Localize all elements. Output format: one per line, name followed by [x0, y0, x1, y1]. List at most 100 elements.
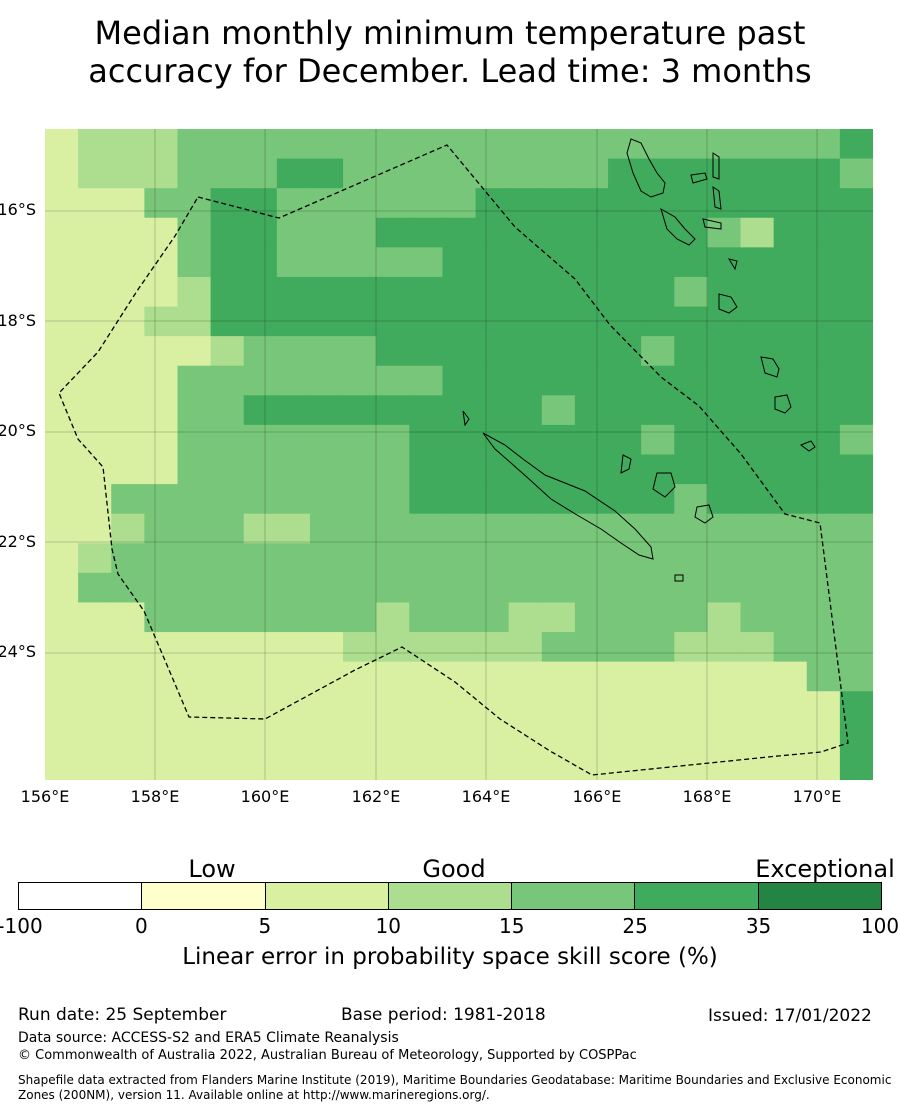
grid-cell: [144, 395, 179, 426]
grid-cell: [740, 691, 775, 722]
grid-cell: [839, 572, 873, 604]
grid-cell: [309, 247, 344, 278]
grid-cell: [541, 720, 576, 752]
grid-cell: [309, 484, 344, 515]
grid-cell: [475, 424, 510, 456]
grid-cell: [707, 336, 742, 367]
grid-cell: [806, 513, 841, 544]
grid-cell: [475, 632, 510, 663]
grid-cell: [343, 572, 377, 604]
grid-cell: [839, 336, 873, 367]
grid-cell: [243, 632, 278, 663]
grid-cell: [442, 129, 477, 160]
colorbar-segment: [635, 883, 759, 909]
efate-island: [718, 293, 738, 314]
grid-cell: [177, 484, 212, 515]
grid-cell: [177, 454, 212, 485]
grid-cell: [309, 306, 344, 337]
grid-cell: [740, 484, 775, 515]
grid-cell: [608, 543, 642, 574]
ambrym-island: [690, 172, 708, 184]
grid-cell: [839, 395, 873, 426]
grid-cell: [309, 543, 344, 574]
grid-cell: [541, 454, 576, 485]
grid-cell: [210, 750, 245, 780]
grid-cell: [475, 661, 510, 692]
grid-cell: [806, 720, 841, 752]
grid-cell: [45, 602, 79, 633]
grid-cell: [773, 276, 808, 308]
grid-cell: [243, 276, 278, 308]
grid-cell: [78, 129, 112, 160]
grid-cell: [243, 158, 278, 189]
grid-cell: [78, 365, 112, 396]
grid-cell: [409, 632, 444, 663]
grid-cell: [309, 750, 344, 780]
grid-cell: [442, 276, 477, 308]
grid-cell: [78, 336, 112, 367]
grid-cell: [111, 484, 145, 515]
longitude-label: 170°E: [792, 787, 842, 806]
grid-cell: [144, 543, 179, 574]
grid-cell: [309, 661, 344, 692]
grid-cell: [508, 365, 543, 396]
grid-cell: [674, 572, 708, 604]
grid-cell: [45, 720, 79, 752]
grid-cell: [641, 306, 675, 337]
grid-cell: [243, 395, 278, 426]
grid-cell: [376, 602, 410, 633]
grid-cell: [276, 158, 311, 189]
grid-cell: [144, 247, 179, 278]
grid-cell: [442, 632, 477, 663]
grid-cell: [376, 691, 410, 722]
grid-cell: [806, 276, 841, 308]
grid-cell: [508, 513, 543, 544]
grid-cell: [78, 188, 112, 219]
grid-cell: [210, 395, 245, 426]
grid-cell: [276, 395, 311, 426]
grid-cell: [475, 276, 510, 308]
grid-cell: [78, 513, 112, 544]
grid-cell: [45, 306, 79, 337]
grid-cell: [276, 632, 311, 663]
grid-cell: [144, 661, 179, 692]
grid-cell: [78, 543, 112, 574]
grid-cell: [243, 424, 278, 456]
grid-cell: [111, 602, 145, 633]
grid-cell: [45, 454, 79, 485]
grid-cell: [343, 543, 377, 574]
grid-cell: [574, 720, 609, 752]
grid-cell: [641, 365, 675, 396]
grid-cell: [243, 454, 278, 485]
grid-cell: [409, 661, 444, 692]
grid-cell: [641, 129, 675, 160]
grid-cell: [674, 188, 708, 219]
grid-cell: [839, 247, 873, 278]
longitude-label: 162°E: [351, 787, 401, 806]
grid-cell: [574, 454, 609, 485]
grid-cell: [343, 454, 377, 485]
colorbar: [18, 882, 882, 910]
grid-cell: [839, 691, 873, 722]
grid-cell: [674, 543, 708, 574]
colorbar-tick-label: 5: [258, 914, 272, 938]
grid-cell: [707, 484, 742, 515]
grid-cell: [707, 365, 742, 396]
grid-cell: [276, 454, 311, 485]
grid-cell: [45, 247, 79, 278]
grid-cell: [674, 129, 708, 160]
belep-islands: [462, 410, 470, 427]
grid-cell: [806, 602, 841, 633]
colorbar-segment: [758, 883, 881, 909]
grid-cell: [674, 661, 708, 692]
grid-cell: [806, 661, 841, 692]
grid-cell: [45, 365, 79, 396]
grid-cell: [111, 691, 145, 722]
grid-cell: [309, 632, 344, 663]
longitude-label: 168°E: [682, 787, 732, 806]
grid-cell: [309, 158, 344, 189]
grid-cell: [641, 602, 675, 633]
new-caledonia-island: [482, 432, 654, 560]
grid-cell: [210, 336, 245, 367]
grid-cell: [210, 424, 245, 456]
